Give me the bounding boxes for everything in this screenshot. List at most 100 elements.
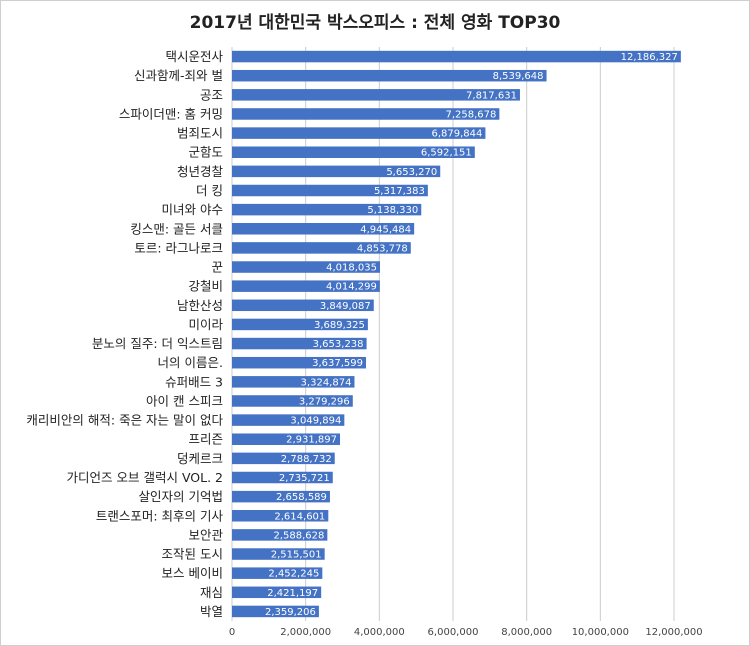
- category-label: 신과함께-죄와 벌: [134, 68, 223, 83]
- category-label: 덩케르크: [177, 451, 223, 466]
- category-label: 택시운전사: [165, 49, 223, 64]
- category-label: 슈퍼배드 3: [165, 374, 223, 389]
- bar: [232, 433, 340, 445]
- bar: [232, 605, 319, 618]
- category-label: 청년경찰: [177, 164, 224, 179]
- bar: [232, 299, 374, 312]
- chart-title: 2017년 대한민국 박스오피스 : 전체 영화 TOP30: [190, 13, 561, 33]
- category-label: 스파이더맨: 홈 커밍: [119, 106, 223, 121]
- bar: [232, 548, 325, 560]
- bar: [232, 280, 380, 292]
- category-label: 아이 캔 스피크: [146, 393, 223, 408]
- bar: [232, 223, 415, 235]
- category-label: 공조: [200, 87, 223, 102]
- data-label: 2,931,897: [286, 435, 337, 446]
- bar: [232, 184, 428, 197]
- x-tick-label: 12,000,000: [645, 627, 702, 638]
- category-label: 꾼: [211, 260, 223, 275]
- bar: [232, 242, 411, 254]
- data-label: 3,049,894: [290, 416, 341, 427]
- data-label: 6,592,151: [421, 148, 472, 159]
- data-label: 2,588,628: [273, 530, 324, 541]
- data-label: 7,258,678: [445, 109, 496, 120]
- bar: [232, 529, 328, 541]
- data-label: 2,452,245: [268, 569, 319, 580]
- bar: [232, 108, 500, 120]
- category-label: 강철비: [188, 279, 223, 294]
- data-label: 5,653,270: [386, 167, 437, 178]
- bar: [232, 146, 475, 158]
- category-label: 보스 베이비: [162, 566, 223, 581]
- data-label: 2,735,721: [279, 473, 330, 484]
- x-tick-label: 6,000,000: [428, 627, 479, 638]
- data-label: 2,359,206: [265, 607, 316, 618]
- category-label: 가디언즈 오브 갤럭시 VOL. 2: [67, 470, 223, 485]
- data-label: 3,653,238: [313, 339, 364, 350]
- bar: [232, 89, 520, 101]
- category-label: 캐리비안의 해적: 죽은 자는 말이 없다: [26, 413, 223, 428]
- category-label: 박열: [200, 604, 223, 619]
- bar: [232, 356, 366, 369]
- category-label: 더 킹: [196, 183, 223, 198]
- x-tick-label: 2,000,000: [280, 627, 331, 638]
- bar: [232, 261, 380, 273]
- data-label: 3,689,325: [314, 320, 365, 331]
- bar: [232, 490, 330, 503]
- category-label: 범죄도시: [177, 126, 223, 141]
- data-label: 3,324,874: [301, 377, 352, 388]
- data-label: 8,539,648: [493, 71, 544, 82]
- data-label: 6,879,844: [432, 129, 483, 140]
- bar: [232, 165, 441, 178]
- category-label: 재심: [200, 585, 223, 600]
- bars: 12,186,327 8,539,648 7,817,631 7,258,678 6,8…: [232, 50, 681, 618]
- data-label: 3,637,599: [312, 358, 363, 369]
- category-label: 토르: 라그나로크: [134, 240, 223, 255]
- bar: [232, 567, 323, 579]
- data-label: 12,186,327: [621, 52, 678, 63]
- data-label: 2,658,589: [276, 492, 327, 503]
- category-label: 남한산성: [177, 298, 223, 313]
- category-label: 너의 이름은.: [158, 355, 223, 370]
- data-label: 4,014,299: [326, 282, 377, 293]
- gridlines: [231, 47, 675, 621]
- data-label: 2,788,732: [281, 454, 332, 465]
- category-label: 미이라: [188, 317, 223, 332]
- data-label: 3,279,296: [299, 396, 350, 407]
- data-label: 4,018,035: [326, 263, 377, 274]
- data-label: 4,945,484: [360, 224, 411, 235]
- bar: [232, 376, 355, 388]
- data-label: 3,849,087: [320, 301, 371, 312]
- bar: [232, 510, 329, 522]
- data-label: 2,614,601: [274, 511, 325, 522]
- x-tick-label: 0: [229, 627, 235, 638]
- data-label: 2,515,501: [271, 550, 322, 561]
- bar: [232, 127, 486, 139]
- bar: [232, 318, 368, 331]
- bar: [232, 50, 681, 63]
- category-label: 미녀와 야수: [162, 202, 223, 217]
- data-label: 7,817,631: [466, 90, 517, 101]
- x-tick-label: 4,000,000: [354, 627, 405, 638]
- data-label: 2,421,197: [267, 588, 318, 599]
- bar: [232, 586, 322, 599]
- x-axis-tick-labels: 0 2,000,000 4,000,000 6,000,000 8,000,000 10,…: [229, 627, 703, 638]
- category-label: 조작된 도시: [162, 547, 223, 562]
- data-label: 4,853,778: [357, 243, 408, 254]
- x-tick-label: 10,000,000: [572, 627, 629, 638]
- bar: [232, 69, 547, 82]
- bar: [232, 203, 422, 216]
- x-tick-label: 8,000,000: [501, 627, 552, 638]
- data-label: 5,317,383: [374, 186, 425, 197]
- bar: [232, 452, 335, 465]
- bar: [232, 414, 345, 426]
- bar: [232, 395, 353, 407]
- category-label: 살인자의 기억법: [139, 489, 223, 504]
- category-label: 트랜스포머: 최후의 기사: [96, 508, 224, 523]
- bar: [232, 471, 333, 484]
- category-label: 프리즌: [188, 432, 223, 447]
- bar: [232, 337, 367, 350]
- category-label: 군함도: [188, 145, 223, 160]
